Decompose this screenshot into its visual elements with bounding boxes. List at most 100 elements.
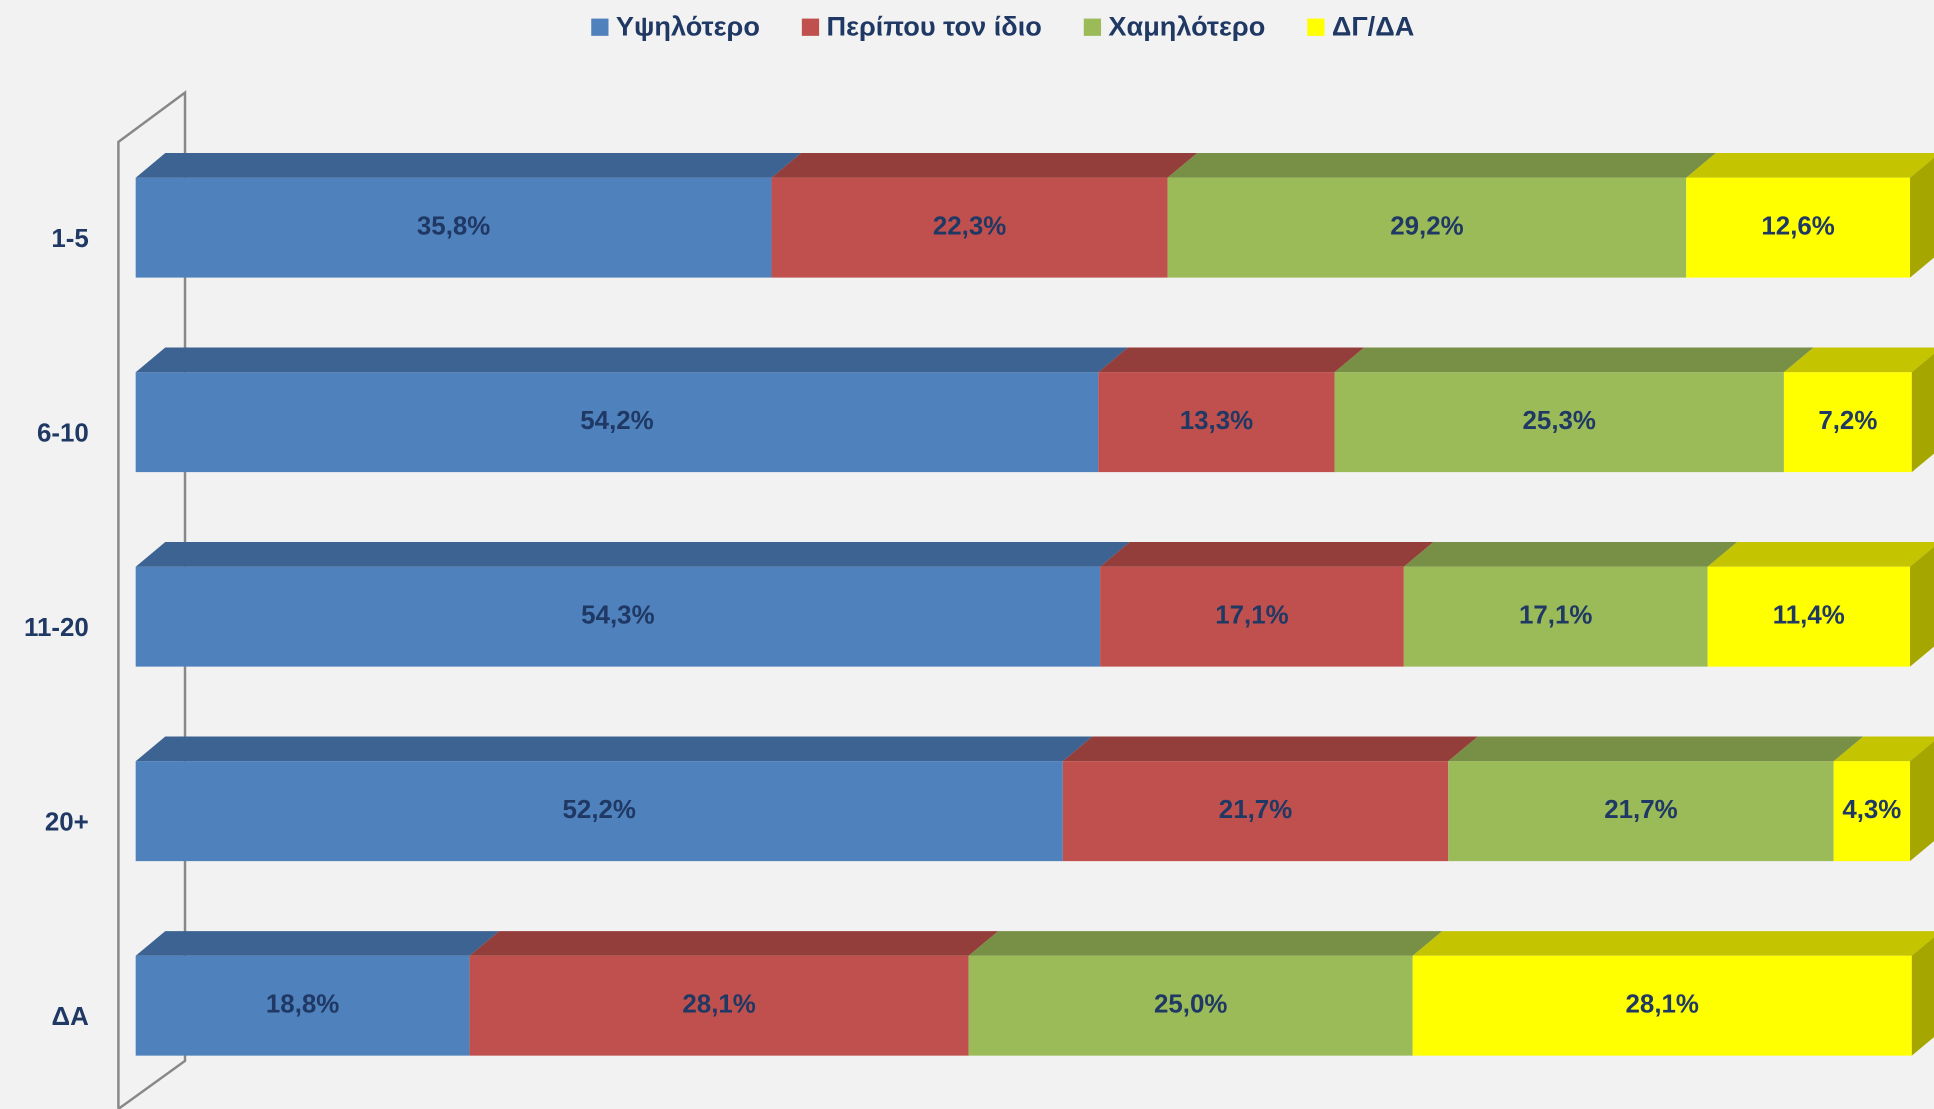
bar-front <box>1100 566 1404 667</box>
value-label: 18,8% <box>266 991 339 1019</box>
bar-top <box>135 542 1130 567</box>
bar-front <box>1412 955 1912 1056</box>
legend: Υψηλότερο Περίπου τον ίδιο Χαμηλότερο ΔΓ/ΔΑ <box>591 11 1414 42</box>
bar-side <box>1911 353 1934 473</box>
bar-top <box>1707 542 1934 567</box>
bar-front <box>135 566 1101 667</box>
bar-top <box>1783 347 1934 373</box>
bar-segment <box>1403 542 1738 667</box>
value-label: 28,1% <box>682 991 755 1019</box>
bar-segment <box>469 931 999 1056</box>
legend-label: Περίπου τον ίδιο <box>827 11 1042 42</box>
bar-front <box>1833 761 1911 862</box>
bar-top <box>771 153 1198 178</box>
bar-segment <box>1098 347 1365 473</box>
legend-label: Χαμηλότερο <box>1108 11 1265 42</box>
bar-front <box>469 955 969 1056</box>
bar-top <box>1686 153 1934 178</box>
value-label: 54,3% <box>581 602 654 630</box>
bar-segment <box>135 347 1128 473</box>
value-label: 17,1% <box>1215 602 1288 630</box>
value-label: 7,2% <box>1818 407 1877 435</box>
bar-front <box>1098 372 1335 473</box>
bar-side <box>1911 937 1934 1056</box>
bar-front <box>1167 177 1687 278</box>
bar-segment <box>135 736 1093 862</box>
value-label: 29,2% <box>1390 212 1463 240</box>
bar-segment <box>968 931 1443 1056</box>
y-tick-label: 20+ <box>45 808 89 836</box>
legend-swatch <box>1307 18 1325 36</box>
value-label: 21,7% <box>1604 796 1677 824</box>
bar-segment <box>1833 736 1934 862</box>
bar-front <box>135 177 772 278</box>
bar-segment <box>1783 347 1934 473</box>
bar-segment <box>771 153 1198 278</box>
value-label: 11,4% <box>1773 602 1845 630</box>
bar-segment <box>1100 542 1434 667</box>
bar-top <box>1448 736 1864 762</box>
bar-top <box>968 931 1443 956</box>
y-tick-label: ΔΑ <box>51 1003 89 1031</box>
bar-front <box>1062 761 1449 862</box>
bar-top <box>1167 153 1716 178</box>
bar-top <box>1098 347 1365 373</box>
value-label: 17,1% <box>1519 602 1592 630</box>
y-tick-label: 6-10 <box>37 419 89 447</box>
value-label: 13,3% <box>1180 407 1253 435</box>
value-label: 21,7% <box>1219 796 1292 824</box>
bar-top <box>135 931 500 956</box>
bar-front <box>1334 372 1784 473</box>
legend-swatch <box>801 18 820 36</box>
bar-top <box>1833 736 1934 762</box>
value-label: 35,8% <box>417 212 490 240</box>
bar-side <box>1910 741 1934 862</box>
bar-front <box>135 761 1063 862</box>
bar-segment <box>1448 736 1864 862</box>
axis-wall <box>117 90 187 1109</box>
value-label: 54,2% <box>580 407 653 435</box>
bar-top <box>1334 347 1814 373</box>
bar-top <box>135 347 1128 373</box>
bar-side <box>1910 546 1934 667</box>
value-label: 28,1% <box>1626 991 1699 1019</box>
bar-segment <box>1707 542 1934 667</box>
value-label: 25,0% <box>1154 991 1227 1019</box>
value-label: 52,2% <box>563 796 636 824</box>
bar-top <box>1403 542 1738 567</box>
bar-top <box>135 736 1093 762</box>
y-tick-label: 1-5 <box>51 225 88 253</box>
bar-top <box>135 153 802 178</box>
bar-front <box>1448 761 1834 862</box>
bar-segment <box>1686 153 1934 278</box>
bar-segment <box>1412 931 1934 1056</box>
legend-label: Υψηλότερο <box>616 11 760 42</box>
value-label: 4,3% <box>1842 796 1901 824</box>
bar-segment <box>1167 153 1716 278</box>
bar-top <box>1100 542 1434 567</box>
bar-front <box>1686 177 1911 278</box>
bar-segment <box>1062 736 1478 862</box>
bar-top <box>1412 931 1934 956</box>
value-label: 22,3% <box>933 212 1006 240</box>
value-label: 25,3% <box>1523 407 1596 435</box>
bar-front <box>968 955 1413 1056</box>
bar-front <box>1707 566 1911 667</box>
bar-front <box>1783 372 1912 473</box>
bar-top <box>469 931 999 956</box>
y-tick-label: 11-20 <box>24 614 89 642</box>
bar-front <box>1403 566 1708 667</box>
bar-side <box>1910 157 1934 278</box>
bar-segment <box>1334 347 1814 473</box>
bar-segment <box>135 153 802 278</box>
bar-segment <box>135 931 500 1056</box>
bar-front <box>135 955 470 1056</box>
legend-swatch <box>591 18 609 36</box>
bar-front <box>771 177 1168 278</box>
legend-label: ΔΓ/ΔΑ <box>1332 11 1414 42</box>
bar-front <box>135 372 1099 473</box>
value-label: 12,6% <box>1761 212 1834 240</box>
bar-segment <box>135 542 1130 667</box>
